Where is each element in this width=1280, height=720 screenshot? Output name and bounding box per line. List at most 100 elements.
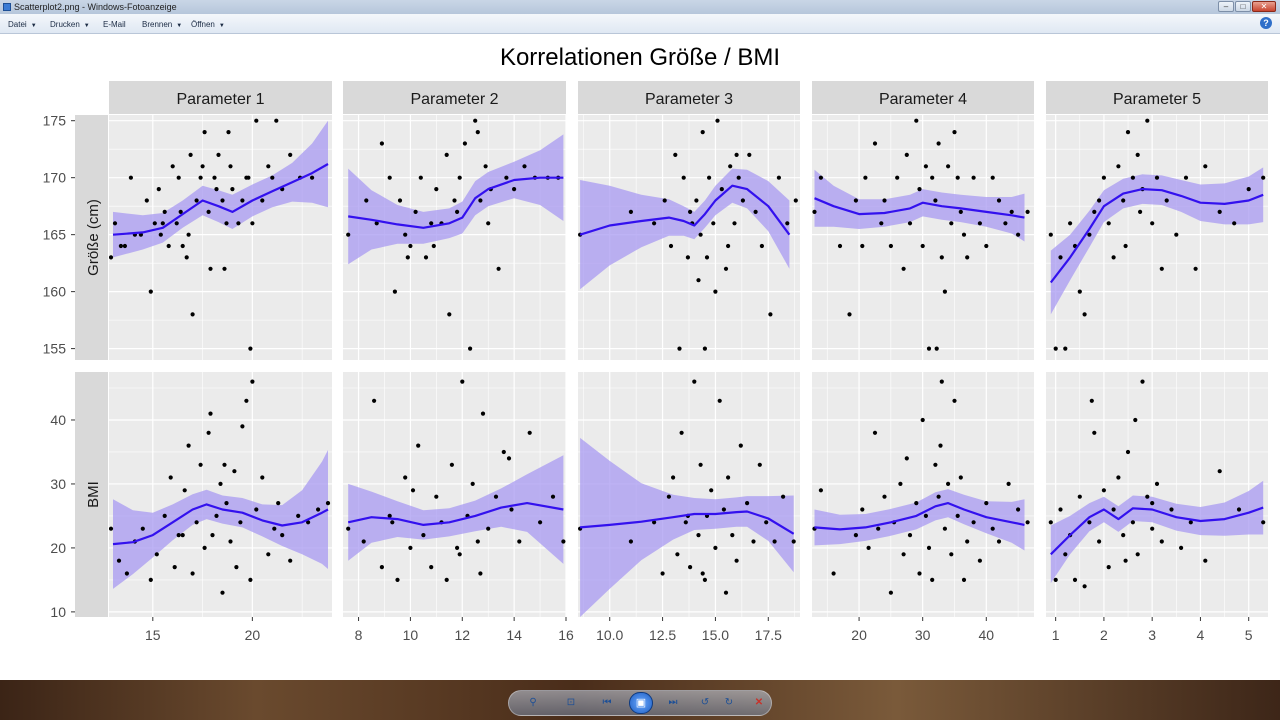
menu-drucken[interactable]: Drucken ▼ [50, 20, 90, 29]
data-point [1203, 558, 1208, 563]
loess-fit-line [579, 184, 791, 236]
data-point [403, 232, 408, 237]
menu-email-label: E-Mail [103, 20, 126, 29]
next-icon[interactable]: ⏭ [668, 697, 678, 708]
data-point [214, 513, 219, 519]
data-point [907, 221, 913, 226]
data-point [1188, 520, 1193, 525]
data-point [860, 507, 865, 512]
minimize-button[interactable]: – [1218, 1, 1234, 12]
facet-strip-5 [1046, 81, 1268, 114]
data-point [1092, 209, 1097, 214]
data-point [984, 501, 989, 506]
data-point [240, 198, 245, 203]
data-point [965, 539, 970, 544]
data-point [156, 187, 161, 192]
data-point [162, 209, 167, 214]
data-point [961, 232, 967, 237]
data-point [274, 118, 279, 123]
data-point [702, 346, 708, 351]
data-point [668, 243, 674, 249]
data-point [713, 545, 718, 551]
menu-email[interactable]: E-Mail [103, 20, 126, 29]
data-point [403, 475, 408, 480]
data-point [170, 164, 175, 169]
data-point [423, 255, 429, 260]
data-point [1123, 558, 1128, 563]
data-point [266, 164, 271, 169]
data-point [1116, 164, 1121, 169]
data-point [939, 379, 944, 384]
data-point [662, 198, 667, 203]
x-tick-label: 8 [355, 627, 363, 643]
menu-datei[interactable]: Datei ▼ [8, 20, 37, 29]
data-point [971, 520, 976, 525]
data-point [955, 175, 960, 180]
rotate-left-icon[interactable]: ↺ [700, 697, 710, 708]
data-point [930, 577, 935, 583]
data-point [408, 243, 413, 249]
data-point [946, 481, 951, 486]
data-point [1077, 494, 1082, 499]
data-point [726, 243, 731, 249]
data-point [1092, 430, 1097, 435]
data-point [455, 209, 460, 214]
x-tick-label: 16 [558, 627, 574, 643]
data-point [246, 175, 251, 180]
panel-background [109, 372, 332, 617]
data-point [504, 175, 509, 180]
data-point [1082, 584, 1087, 589]
menu-oeffnen[interactable]: Öffnen ▼ [191, 20, 225, 29]
data-point [228, 539, 233, 544]
x-tick-label: 2 [1100, 627, 1108, 643]
data-point [700, 130, 705, 135]
y-tick-label: 160 [43, 284, 67, 300]
close-button[interactable]: ✕ [1252, 1, 1276, 12]
fit-window-icon[interactable]: ⊡ [566, 697, 576, 708]
data-point [917, 187, 922, 192]
data-point [1135, 152, 1140, 157]
data-point [1140, 379, 1145, 384]
data-point [1101, 488, 1106, 493]
data-point [449, 462, 454, 467]
chevron-down-icon: ▼ [218, 23, 225, 29]
data-point [818, 175, 824, 180]
slideshow-icon[interactable]: ▣ [629, 692, 653, 714]
rotate-right-icon[interactable]: ↻ [724, 697, 734, 708]
data-point [853, 533, 859, 538]
data-point [933, 198, 938, 203]
y-tick-label: 165 [43, 227, 67, 243]
delete-icon[interactable]: ✕ [754, 697, 764, 708]
data-point [496, 266, 501, 271]
data-point [990, 175, 995, 180]
zoom-icon[interactable]: ⚲ [529, 697, 537, 708]
data-point [522, 164, 527, 169]
data-point [506, 456, 512, 461]
menu-drucken-label: Drucken [50, 20, 80, 29]
data-point [952, 398, 957, 403]
data-point [866, 545, 871, 551]
maximize-button[interactable]: □ [1235, 1, 1251, 12]
data-point [1154, 481, 1160, 486]
data-point [387, 513, 392, 519]
data-point [118, 243, 123, 249]
data-point [1101, 175, 1106, 180]
data-point [872, 430, 878, 435]
facet-row-strip-2 [75, 372, 108, 617]
data-point [206, 430, 211, 435]
data-point [764, 520, 769, 525]
loess-fit-line [814, 502, 1025, 531]
y-tick-label: 40 [50, 412, 66, 428]
help-icon[interactable]: ? [1260, 17, 1272, 29]
data-point [753, 209, 758, 214]
loess-fit-line [580, 510, 795, 535]
data-point [178, 209, 183, 214]
previous-icon[interactable]: ⏮ [602, 697, 612, 708]
data-point [154, 552, 159, 557]
menu-brennen[interactable]: Brennen ▼ [142, 20, 182, 29]
panel-layer [109, 379, 331, 595]
data-point [198, 462, 203, 467]
data-point [1179, 545, 1184, 551]
data-point [882, 198, 887, 203]
y-tick-label: 10 [50, 604, 66, 620]
